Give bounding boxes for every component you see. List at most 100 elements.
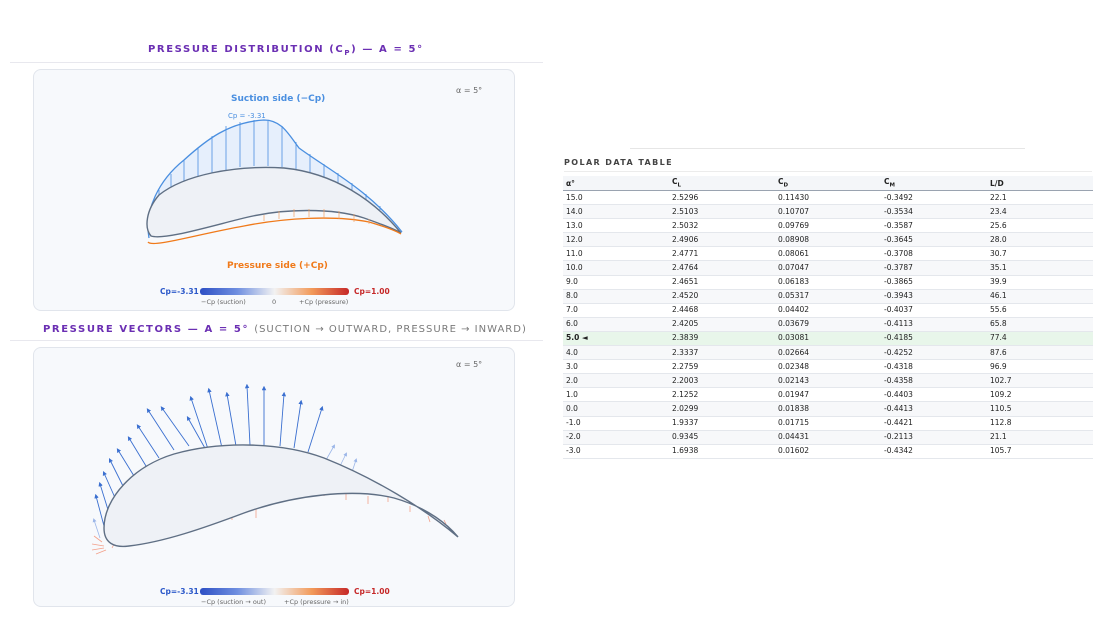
polar-table-rule <box>564 171 1092 172</box>
polar-table-cell: -0.2113 <box>881 430 987 445</box>
polar-table-cell: 2.4906 <box>669 232 775 248</box>
polar-table-cell: 0.11430 <box>775 190 881 206</box>
vector-colorbar <box>200 588 349 595</box>
polar-table-cell: -0.4113 <box>881 317 987 332</box>
polar-table-cell: 2.3337 <box>669 345 775 361</box>
polar-table-cell: 0.02664 <box>775 345 881 361</box>
polar-table-cell: 0.01602 <box>775 444 881 459</box>
polar-table-cell: 0.05317 <box>775 289 881 304</box>
polar-table-cell: -0.4252 <box>881 345 987 361</box>
polar-table-cell: 2.4468 <box>669 303 775 318</box>
polar-table-cell: 0.10707 <box>775 204 881 220</box>
polar-table-cell: 3.0 <box>563 359 669 375</box>
polar-table-cell: 2.2759 <box>669 359 775 375</box>
polar-header-cell: CM <box>881 176 987 191</box>
polar-table-cell: 0.06183 <box>775 275 881 290</box>
polar-table-cell: 12.0 <box>563 232 669 248</box>
polar-table-cell: 21.1 <box>987 430 1093 445</box>
pressure-envelope-line <box>147 217 402 245</box>
cp-colorbar-tick-zero: 0 <box>272 298 277 306</box>
polar-table-cell: 112.8 <box>987 416 1093 431</box>
polar-table-cell: 0.02143 <box>775 373 881 389</box>
polar-table-cell: 0.02348 <box>775 359 881 375</box>
polar-table-cell: 102.7 <box>987 373 1093 389</box>
suction-envelope-line <box>147 119 403 239</box>
polar-table-cell: 55.6 <box>987 303 1093 318</box>
polar-table-cell: 23.4 <box>987 204 1093 220</box>
polar-table-cell: 0.04431 <box>775 430 881 445</box>
polar-table-cell: 65.8 <box>987 317 1093 332</box>
polar-table-row: 15.0 2.5296 0.11430 -0.3492 22.1 <box>563 190 1093 206</box>
polar-table-cell: 11.0 <box>563 246 669 262</box>
polar-table-cell: 2.4205 <box>669 317 775 332</box>
polar-table-cell: 6.0 <box>563 317 669 332</box>
polar-table-cell: 4.0 <box>563 345 669 361</box>
polar-table-cell: -0.3492 <box>881 190 987 206</box>
polar-table-row: 2.0 2.2003 0.02143 -0.4358 102.7 <box>563 373 1093 389</box>
polar-table-row: 13.0 2.5032 0.09769 -0.3587 25.6 <box>563 218 1093 234</box>
vector-colorbar-min: Cp=-3.31 <box>160 587 199 596</box>
polar-table-cell: 0.08061 <box>775 246 881 262</box>
polar-table-cell: 8.0 <box>563 289 669 304</box>
polar-table-cell: 35.1 <box>987 260 1093 276</box>
polar-table-row: -1.0 1.9337 0.01715 -0.4421 112.8 <box>563 416 1093 431</box>
polar-table-cell: 25.6 <box>987 218 1093 234</box>
polar-table-cell: 13.0 <box>563 218 669 234</box>
polar-table-row: 11.0 2.4771 0.08061 -0.3708 30.7 <box>563 246 1093 262</box>
cp-section-title: PRESSURE DISTRIBUTION (CP) — A = 5° <box>148 44 424 57</box>
polar-table-row: 1.0 2.1252 0.01947 -0.4403 109.2 <box>563 387 1093 403</box>
polar-table-cell: 0.08908 <box>775 232 881 248</box>
polar-table-cell: -0.3865 <box>881 275 987 290</box>
polar-table-cell: 39.9 <box>987 275 1093 290</box>
polar-table-row: 3.0 2.2759 0.02348 -0.4318 96.9 <box>563 359 1093 375</box>
polar-table-cell: -0.4358 <box>881 373 987 389</box>
cp-alpha-tag: α = 5° <box>456 86 483 95</box>
vector-colorbar-tick-suction: −Cp (suction → out) <box>201 598 267 606</box>
vector-section-title: PRESSURE VECTORS — A = 5° (SUCTION → OUT… <box>43 324 527 335</box>
table-top-divider <box>630 148 1025 149</box>
cp-colorbar <box>200 288 349 295</box>
polar-table-cell: 2.1252 <box>669 387 775 403</box>
polar-header-cell: CD <box>775 176 881 191</box>
vector-colorbar-max: Cp=1.00 <box>354 587 390 596</box>
polar-table-cell: 28.0 <box>987 232 1093 248</box>
polar-table-cell: 105.7 <box>987 444 1093 459</box>
polar-table-cell: -3.0 <box>563 444 669 459</box>
vector-colorbar-tick-pressure: +Cp (pressure → in) <box>284 598 349 606</box>
polar-table-cell: 0.01715 <box>775 416 881 431</box>
polar-header-cell: α° <box>563 176 669 191</box>
airfoil-shape <box>146 166 402 238</box>
polar-table-cell: -0.3587 <box>881 218 987 234</box>
vector-section-rule <box>10 340 543 341</box>
polar-table-row: 4.0 2.3337 0.02664 -0.4252 87.6 <box>563 345 1093 361</box>
polar-table-cell: 0.9345 <box>669 430 775 445</box>
polar-table-row: 8.0 2.4520 0.05317 -0.3943 46.1 <box>563 289 1093 304</box>
polar-table-body: 15.0 2.5296 0.11430 -0.3492 22.1 14.0 2.5103 0.… <box>563 190 1093 459</box>
polar-table-row: 12.0 2.4906 0.08908 -0.3645 28.0 <box>563 232 1093 248</box>
polar-table-cell: 0.0 <box>563 401 669 417</box>
polar-table-row: 5.0 ◄ 2.3839 0.03081 -0.4185 77.4 <box>563 331 1093 347</box>
polar-table-cell: 1.0 <box>563 387 669 403</box>
polar-table-cell: 0.09769 <box>775 218 881 234</box>
polar-table-cell: -0.4421 <box>881 416 987 431</box>
cp-colorbar-tick-pressure: +Cp (pressure) <box>299 298 349 306</box>
polar-table-cell: -1.0 <box>563 416 669 431</box>
polar-table-cell: -2.0 <box>563 430 669 445</box>
polar-table-cell: 0.01838 <box>775 401 881 417</box>
polar-table-cell: -0.4318 <box>881 359 987 375</box>
polar-table-cell: 109.2 <box>987 387 1093 403</box>
cp-colorbar-max: Cp=1.00 <box>354 287 390 296</box>
polar-table-cell: 14.0 <box>563 204 669 220</box>
polar-table-cell: 10.0 <box>563 260 669 276</box>
polar-table-cell: 0.07047 <box>775 260 881 276</box>
polar-table-cell: 96.9 <box>987 359 1093 375</box>
polar-table-row: -3.0 1.6938 0.01602 -0.4342 105.7 <box>563 444 1093 459</box>
cp-plot <box>146 119 403 245</box>
polar-table-cell: 2.2003 <box>669 373 775 389</box>
polar-table-row: 9.0 2.4651 0.06183 -0.3865 39.9 <box>563 275 1093 290</box>
polar-table-cell: -0.4185 <box>881 331 987 347</box>
cp-section-rule <box>10 62 543 63</box>
polar-table-cell: 0.01947 <box>775 387 881 403</box>
polar-table-cell: -0.3534 <box>881 204 987 220</box>
polar-table-cell: 2.4651 <box>669 275 775 290</box>
